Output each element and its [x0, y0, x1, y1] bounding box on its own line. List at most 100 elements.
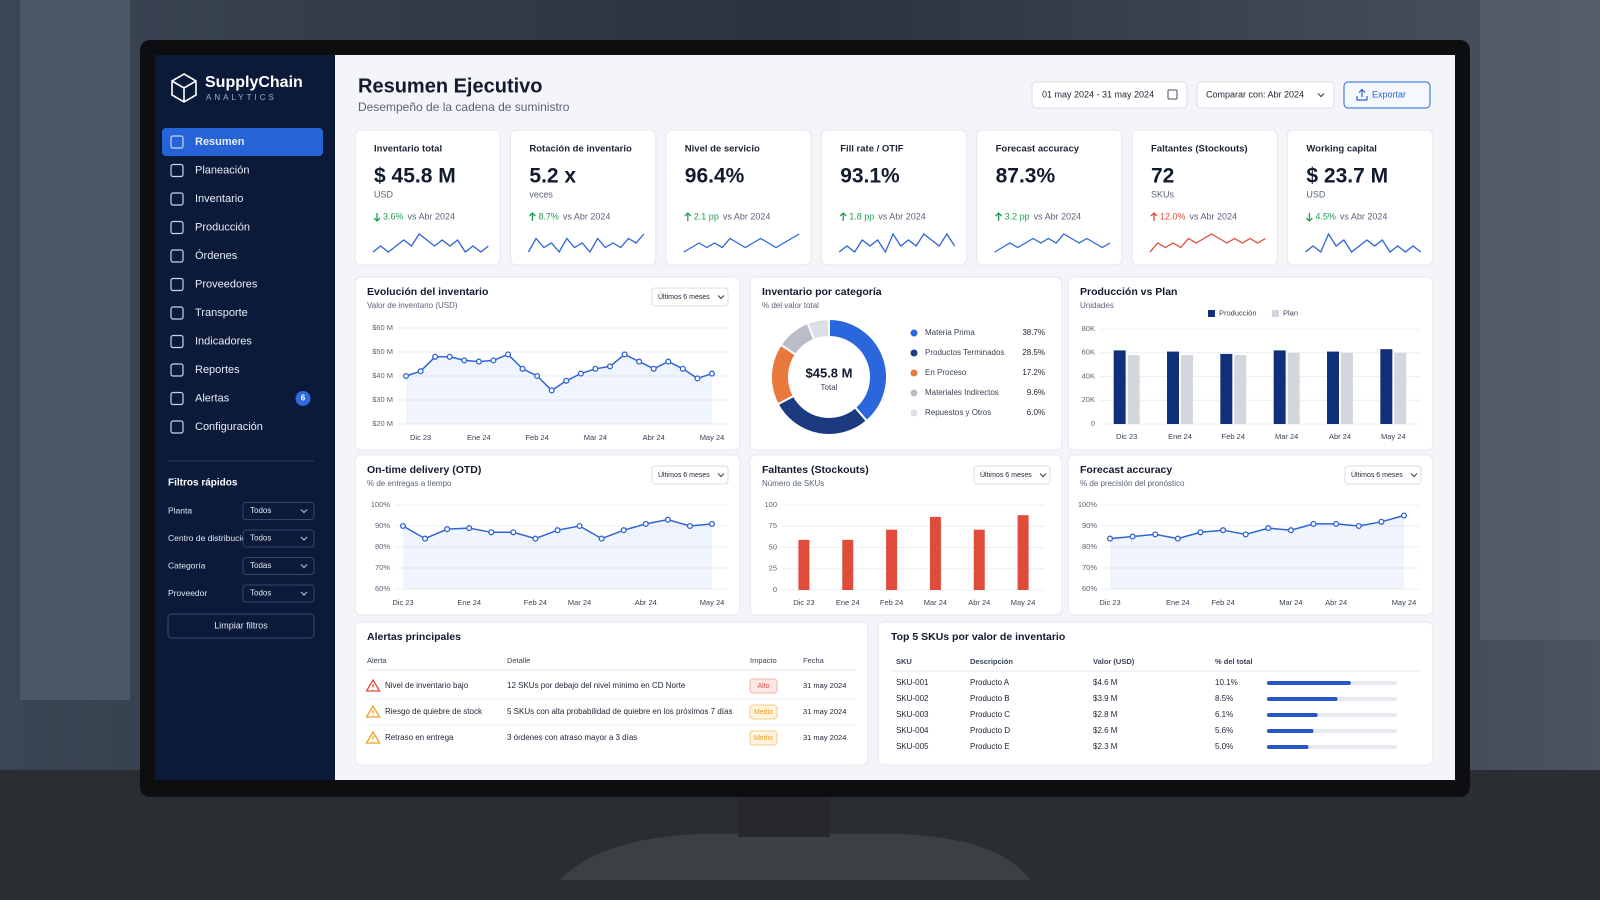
kpi-change: 3.2 pp [1005, 211, 1030, 221]
filter-value: Todas [250, 561, 271, 570]
period-label: Últimos 6 meses [658, 470, 710, 479]
alert-name: Nivel de inventario bajo [385, 681, 469, 690]
x-tick-label: Dic 23 [410, 433, 431, 442]
trend-arrow [839, 212, 847, 221]
x-tick-label: Ene 24 [836, 598, 860, 607]
filter-label: Categoría [168, 560, 206, 570]
filter-select[interactable] [242, 557, 315, 575]
filter-value: Todos [250, 506, 271, 515]
line-point [488, 529, 495, 536]
line-point [592, 365, 599, 372]
donut-center-label: Total [821, 383, 838, 392]
nav-item[interactable]: Reportes [195, 364, 240, 376]
bar [1017, 515, 1029, 590]
sku-value: $2.3 M [1093, 742, 1118, 751]
x-tick-label: Abr 24 [1325, 598, 1347, 607]
legend-label: Productos Terminados [925, 348, 1004, 357]
kpi-value: 72 [1151, 165, 1174, 188]
period-dropdown[interactable] [651, 465, 729, 485]
x-tick-label: Dic 23 [392, 598, 413, 607]
chevron-icon [300, 509, 308, 514]
alert-date: 31 may 2024 [803, 707, 846, 716]
nav-item[interactable]: Alertas [195, 392, 230, 404]
filter-value: Todos [250, 534, 271, 543]
x-tick-label: Dic 23 [1116, 432, 1137, 441]
filter-value: Todos [250, 589, 271, 598]
period-dropdown[interactable] [651, 287, 729, 307]
chart-panel [1067, 454, 1434, 616]
trend-arrow [995, 212, 1003, 221]
nav-active-bg[interactable] [162, 128, 323, 156]
nav-item[interactable]: Transporte [195, 307, 248, 319]
period-dropdown[interactable] [973, 465, 1051, 485]
compare-dropdown[interactable] [1196, 81, 1335, 109]
line-point [665, 358, 672, 365]
sparkline [527, 233, 645, 254]
clear-filters-button[interactable] [167, 613, 315, 639]
line-point [708, 370, 716, 377]
x-tick-label: Feb 24 [880, 598, 903, 607]
kpi-unit: USD [1306, 189, 1326, 199]
legend-label: Materia Prima [925, 328, 975, 337]
line-point [1333, 520, 1340, 527]
line-point [576, 522, 583, 530]
y-tick-label: 90% [375, 521, 390, 530]
nav-item[interactable]: Configuración [195, 421, 263, 433]
compare-label: Comparar con: Abr 2024 [1206, 89, 1304, 99]
sku-share: 10.1% [1215, 678, 1238, 687]
bar [1287, 352, 1300, 424]
y-tick-label: 40K [1082, 371, 1095, 380]
table-header: Valor (USD) [1093, 657, 1135, 666]
legend-swatch [1272, 310, 1279, 317]
trend-arrow [528, 212, 536, 221]
line-point [650, 365, 657, 372]
y-tick-label: 70% [375, 563, 390, 572]
table-header: Fecha [803, 656, 825, 665]
logo-icon [171, 73, 197, 103]
legend-dot [910, 329, 918, 337]
chevron-icon [300, 591, 308, 596]
line-point [1287, 527, 1294, 534]
nav-item[interactable]: Indicadores [195, 335, 252, 347]
monitor-neck [738, 795, 830, 837]
period-dropdown[interactable] [1344, 465, 1422, 485]
line-point [620, 527, 627, 534]
bar [1234, 355, 1247, 424]
line-point [417, 368, 424, 375]
sku-description: Producto E [970, 742, 1010, 751]
y-tick-label: 20K [1082, 395, 1095, 404]
export-button[interactable] [1343, 81, 1431, 109]
sparkline [372, 233, 489, 253]
table-header: SKU [896, 657, 912, 666]
sparkline [838, 232, 956, 254]
kpi-comparison: vs Abr 2024 [408, 211, 456, 221]
nav-item[interactable]: Proveedores [195, 278, 258, 290]
kpi-card [1286, 129, 1434, 266]
kpi-card [1131, 129, 1278, 266]
nav-item[interactable]: Planeación [195, 164, 249, 176]
y-tick-label: 60% [375, 584, 390, 593]
x-tick-label: Feb 24 [525, 433, 548, 442]
filter-select[interactable] [242, 529, 315, 548]
nav-item[interactable]: Producción [195, 221, 250, 233]
x-tick-label: May 24 [1392, 598, 1417, 607]
kpi-title: Inventario total [374, 144, 442, 155]
nav-item[interactable]: Resumen [195, 136, 245, 148]
line-point [621, 351, 628, 358]
date-range-button[interactable] [1031, 81, 1188, 109]
nav-item[interactable]: Inventario [195, 193, 243, 205]
filter-label: Centro de distribución [168, 533, 251, 543]
filter-select[interactable] [242, 502, 315, 520]
chevron-icon [1317, 93, 1325, 98]
x-tick-label: Dic 23 [793, 598, 814, 607]
y-tick-label: $60 M [372, 323, 393, 332]
filter-select[interactable] [242, 584, 315, 603]
line-point [554, 527, 561, 534]
kpi-value: 5.2 x [529, 165, 576, 188]
alerts-panel [354, 621, 869, 766]
legend-label: Producción [1219, 308, 1257, 317]
nav-item[interactable]: Órdenes [195, 249, 238, 262]
brand-subtitle: ANALYTICS [206, 93, 277, 102]
line-point [598, 535, 605, 542]
